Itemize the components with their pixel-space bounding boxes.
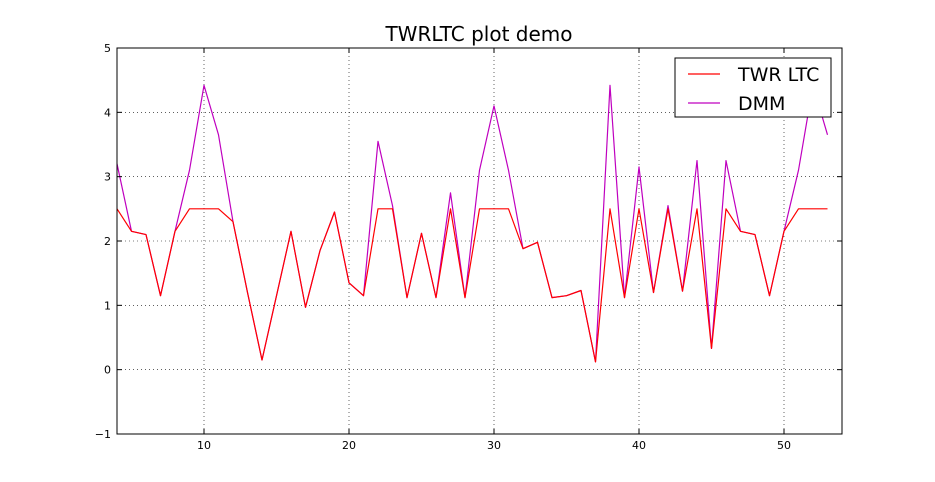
y-tick-label: 5: [104, 42, 111, 55]
x-tick-label: 50: [777, 439, 791, 452]
y-tick-label: −1: [95, 428, 111, 441]
series-line-twr-ltc: [117, 208, 828, 363]
legend-box: [674, 57, 832, 118]
x-tick-label: 10: [197, 439, 211, 452]
y-tick-label: 1: [104, 299, 111, 312]
x-tick-label: 40: [632, 439, 646, 452]
y-tick-label: 3: [104, 171, 111, 184]
y-tick-label: 4: [104, 106, 111, 119]
legend: TWR LTC DMM: [674, 57, 832, 118]
series-group: [117, 84, 829, 363]
series-line-dmm: [117, 84, 829, 363]
axis-ticks: 10 20 30 40 50 −1 0 1 2 3 4 5: [95, 42, 842, 452]
x-tick-label: 30: [487, 439, 501, 452]
x-tick-label: 20: [342, 439, 356, 452]
y-tick-label: 2: [104, 235, 111, 248]
legend-label-dmm: DMM: [738, 93, 785, 115]
y-tick-label: 0: [104, 364, 111, 377]
chart-title: TWRLTC plot demo: [384, 22, 572, 46]
legend-label-twr-ltc: TWR LTC: [737, 64, 819, 86]
